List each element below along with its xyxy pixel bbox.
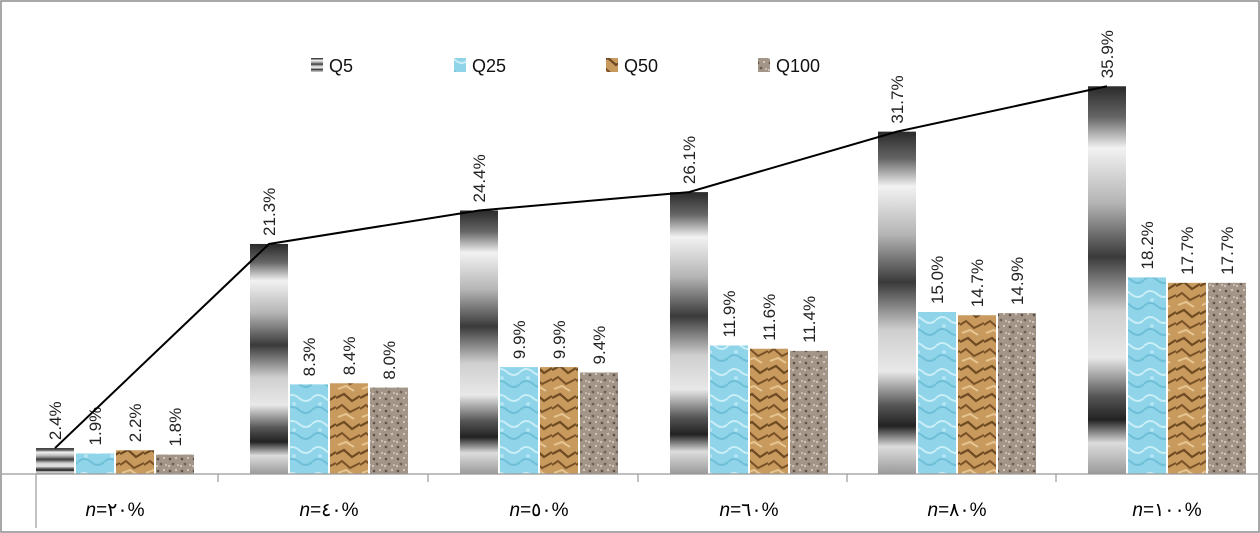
legend-label-q100: Q100: [776, 56, 820, 76]
value-label-q100-6: 17.7%: [1218, 227, 1237, 275]
bar-q100-4: [790, 350, 828, 474]
bar-q25-3: [500, 367, 538, 474]
value-label-q100-4: 11.4%: [800, 296, 819, 343]
legend: Q5 Q25 Q50 Q100: [311, 56, 820, 76]
category-label-6: n=١٠٠%: [1132, 500, 1201, 521]
legend-swatch-q5: [311, 58, 323, 72]
bar-q5-3: [460, 210, 498, 475]
legend-item-q50: Q50: [606, 56, 658, 76]
value-label-q100-2: 8.0%: [380, 341, 399, 380]
bar-q5-2: [250, 243, 288, 474]
bar-q25-6: [1128, 277, 1166, 474]
value-label-q50-3: 9.9%: [550, 320, 569, 359]
value-label-q25-3: 9.9%: [510, 320, 529, 359]
value-label-q5-3: 24.4%: [470, 154, 489, 202]
legend-swatch-q25: [454, 58, 466, 72]
value-label-q5-1: 2.4%: [46, 401, 65, 440]
legend-swatch-q100: [758, 58, 770, 72]
bar-q100-5: [998, 313, 1036, 474]
bar-q100-3: [580, 372, 618, 474]
value-label-q100-3: 9.4%: [590, 326, 609, 365]
bar-q5-4: [670, 192, 708, 474]
value-label-q100-1: 1.8%: [166, 408, 185, 447]
value-label-q25-5: 15.0%: [928, 256, 947, 304]
value-label-q25-4: 11.9%: [720, 291, 739, 338]
legend-label-q25: Q25: [472, 56, 506, 76]
bar-q100-6: [1208, 282, 1246, 474]
bar-q50-3: [540, 367, 578, 474]
value-label-q5-5: 31.7%: [888, 75, 907, 123]
bar-q50-4: [750, 348, 788, 474]
trend-line-layer: [54, 85, 1108, 449]
value-label-q5-4: 26.1%: [680, 136, 699, 184]
value-label-q50-2: 8.4%: [340, 337, 359, 376]
legend-item-q5: Q5: [311, 56, 353, 76]
value-label-q25-1: 1.9%: [86, 407, 105, 446]
bars-layer: [36, 86, 1246, 475]
value-label-q5-2: 21.3%: [260, 188, 279, 236]
bar-q50-1: [116, 450, 154, 474]
bar-q50-5: [958, 315, 996, 474]
legend-item-q25: Q25: [454, 56, 506, 76]
bar-q25-2: [290, 384, 328, 474]
bar-q100-1: [156, 454, 194, 474]
bar-q25-5: [918, 312, 956, 474]
category-label-3: n=٥٠%: [509, 500, 568, 521]
category-label-5: n=٨٠%: [927, 500, 986, 521]
category-label-1: n=٢٠%: [85, 500, 144, 521]
legend-label-q50: Q50: [624, 56, 658, 76]
value-labels-layer: 2.4% 1.9% 2.2% 1.8% 21.3% 8.3% 8.4% 8.0% 24.4% 9.…: [46, 30, 1237, 446]
bar-q50-6: [1168, 282, 1206, 474]
bar-q50-2: [330, 383, 368, 474]
bar-q5-1: [36, 448, 74, 474]
value-label-q50-5: 14.7%: [968, 259, 987, 307]
category-label-4: n=٦٠%: [719, 500, 778, 521]
category-label-2: n=٤٠%: [299, 500, 358, 521]
legend-swatch-q50: [606, 58, 618, 72]
value-label-q5-6: 35.9%: [1098, 30, 1117, 78]
value-label-q50-4: 11.6%: [760, 294, 779, 341]
value-label-q100-5: 14.9%: [1008, 257, 1027, 305]
legend-item-q100: Q100: [758, 56, 820, 76]
bar-q25-4: [710, 345, 748, 474]
value-label-q50-1: 2.2%: [126, 403, 145, 442]
value-label-q50-6: 17.7%: [1178, 227, 1197, 275]
legend-label-q5: Q5: [329, 56, 353, 76]
x-axis: n=٢٠% n=٤٠% n=٥٠% n=٦٠% n=٨٠% n=١٠٠%: [2, 473, 1258, 528]
bar-q5-6: [1088, 86, 1126, 474]
value-label-q25-6: 18.2%: [1138, 221, 1157, 269]
bar-q100-2: [370, 387, 408, 474]
bar-q25-1: [76, 453, 114, 474]
bar-q5-5: [878, 131, 916, 474]
trend-line-q5: [54, 85, 1108, 449]
value-label-q25-2: 8.3%: [300, 338, 319, 377]
